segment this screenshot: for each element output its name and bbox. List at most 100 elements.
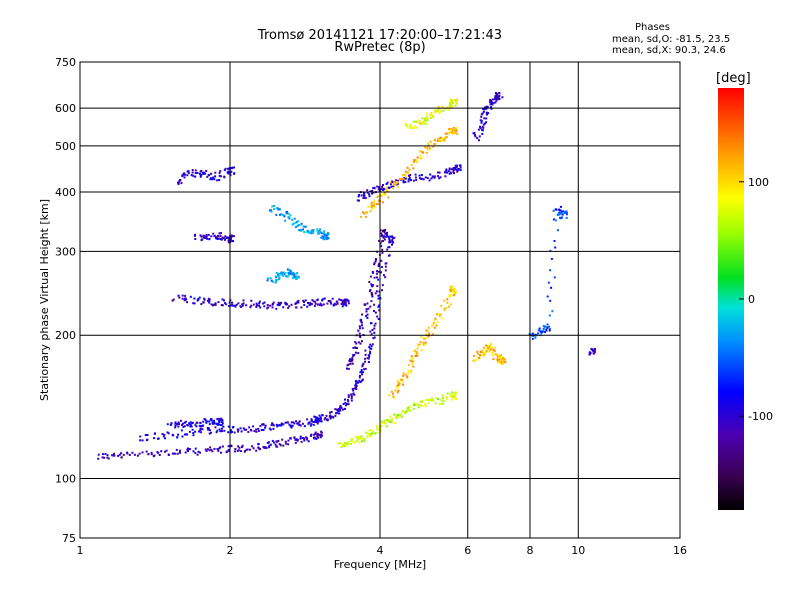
data-point xyxy=(445,136,448,139)
data-point xyxy=(482,354,485,357)
data-point xyxy=(196,453,199,456)
data-point xyxy=(344,407,346,410)
data-point xyxy=(312,420,315,423)
colorbar-tick-label: 0 xyxy=(748,293,755,306)
data-point xyxy=(388,394,391,397)
data-point xyxy=(407,372,410,375)
data-point xyxy=(369,330,372,333)
data-point xyxy=(199,421,202,424)
data-point xyxy=(251,445,254,448)
data-point xyxy=(449,393,452,396)
data-point xyxy=(451,131,454,134)
data-point xyxy=(289,269,292,272)
data-point xyxy=(174,421,177,424)
data-point xyxy=(350,399,353,402)
data-point xyxy=(162,435,165,438)
data-point xyxy=(230,445,233,448)
data-point xyxy=(357,341,360,344)
data-point xyxy=(194,233,196,236)
data-point xyxy=(381,251,384,254)
data-point xyxy=(272,301,275,304)
data-point xyxy=(172,434,175,437)
data-point xyxy=(300,230,303,232)
data-point xyxy=(104,452,107,455)
data-point xyxy=(286,421,289,424)
colorbar-tick-label: 100 xyxy=(748,176,769,189)
y-tick-label: 400 xyxy=(55,186,76,199)
data-point xyxy=(391,240,394,243)
data-point xyxy=(391,187,394,190)
x-tick-label: 2 xyxy=(227,544,234,557)
data-point xyxy=(176,452,179,455)
data-point xyxy=(560,217,563,220)
data-point xyxy=(365,308,368,311)
data-point xyxy=(211,177,214,180)
data-point xyxy=(380,420,383,423)
data-point xyxy=(297,220,300,223)
data-point xyxy=(391,180,393,183)
data-point xyxy=(335,412,337,415)
data-point xyxy=(358,325,361,328)
data-point xyxy=(286,275,289,278)
data-point xyxy=(209,446,212,449)
data-point xyxy=(204,235,207,238)
data-point xyxy=(183,421,186,424)
data-point xyxy=(282,306,285,309)
data-point xyxy=(446,106,449,109)
data-point xyxy=(446,301,449,304)
data-point xyxy=(424,146,427,149)
data-point xyxy=(310,303,313,306)
data-point xyxy=(454,289,457,291)
data-point xyxy=(292,277,294,280)
data-point xyxy=(205,419,207,422)
data-point xyxy=(483,353,486,356)
data-point xyxy=(404,411,407,414)
data-point xyxy=(376,270,378,273)
data-point xyxy=(412,365,415,368)
data-point xyxy=(496,93,499,96)
data-point xyxy=(242,427,245,430)
data-point xyxy=(234,305,237,308)
y-tick-label: 750 xyxy=(55,56,76,69)
data-point xyxy=(373,262,376,265)
data-point xyxy=(594,347,596,350)
data-point xyxy=(382,187,385,190)
data-point xyxy=(434,317,437,320)
data-point xyxy=(498,92,501,95)
data-point xyxy=(264,426,267,429)
data-point xyxy=(106,456,109,459)
data-point xyxy=(225,451,228,454)
data-point xyxy=(429,140,432,143)
data-point xyxy=(211,450,214,453)
data-point xyxy=(237,430,240,433)
data-point xyxy=(323,233,326,236)
data-point xyxy=(398,382,401,385)
data-point xyxy=(205,170,208,172)
data-point xyxy=(208,449,211,452)
data-point xyxy=(428,179,431,182)
data-point xyxy=(377,305,380,308)
data-point xyxy=(414,349,417,352)
data-point xyxy=(273,208,276,211)
data-point xyxy=(277,272,280,275)
data-point xyxy=(164,437,167,440)
data-point xyxy=(360,194,363,197)
data-point xyxy=(282,444,285,447)
data-point xyxy=(282,271,285,274)
data-point xyxy=(241,303,244,306)
data-point xyxy=(197,298,200,300)
data-point xyxy=(293,436,296,439)
data-point xyxy=(364,357,366,360)
data-point xyxy=(402,383,405,386)
data-point xyxy=(416,353,419,356)
data-point xyxy=(117,454,120,457)
data-point xyxy=(489,103,492,106)
data-point xyxy=(282,423,285,426)
data-point xyxy=(380,271,382,274)
data-point xyxy=(113,452,116,455)
data-point xyxy=(378,194,381,197)
data-point xyxy=(361,211,364,214)
data-point xyxy=(362,192,365,195)
data-point xyxy=(224,238,226,241)
data-point xyxy=(386,248,389,251)
